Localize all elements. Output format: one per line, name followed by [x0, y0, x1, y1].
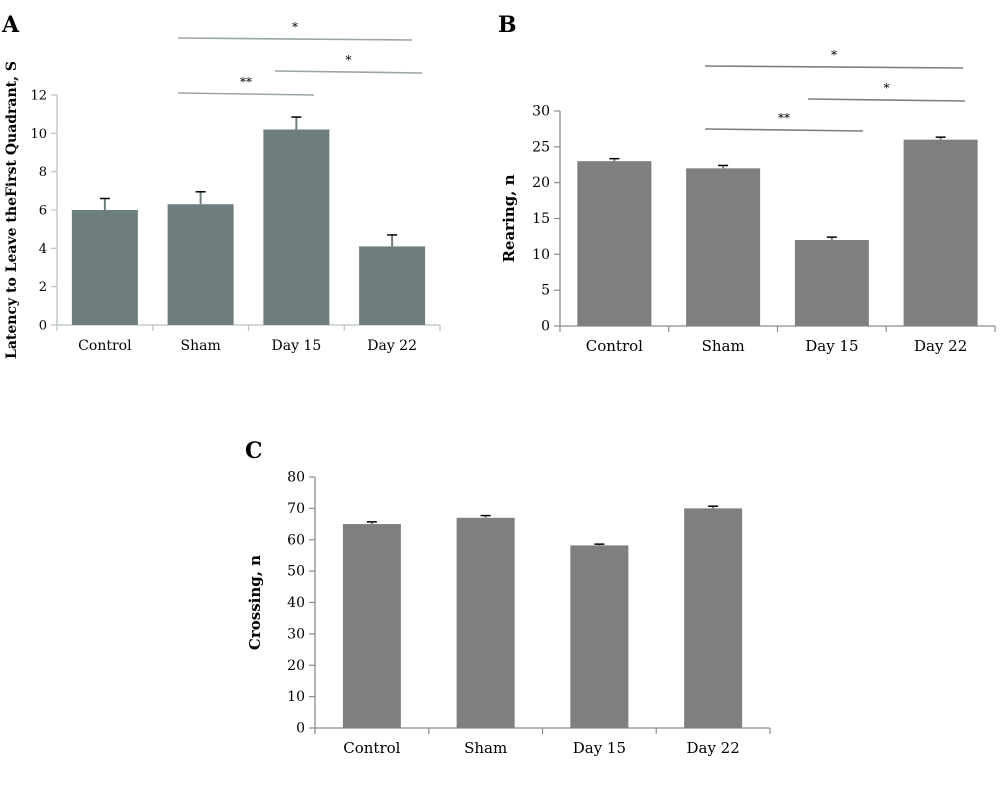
x-tick-label: Day 22	[686, 739, 739, 757]
significance-line	[274, 70, 423, 74]
y-tick-label: 20	[287, 658, 305, 674]
bar-day-15	[263, 129, 330, 325]
y-tick-label: 60	[287, 532, 305, 548]
panel-label: B	[498, 12, 517, 38]
bar-day-22	[903, 139, 978, 326]
bar-control	[577, 161, 652, 326]
bar-control	[71, 210, 138, 325]
panel-label: A	[1, 12, 20, 38]
x-tick-label: Sham	[464, 739, 507, 757]
y-tick-label: 25	[532, 139, 550, 155]
x-tick-label: Day 15	[272, 338, 322, 354]
y-tick-label: 4	[39, 242, 47, 257]
bar-control	[342, 524, 401, 728]
x-tick-label: Control	[343, 739, 400, 757]
x-tick-label: Control	[78, 338, 132, 354]
bar-sham	[167, 204, 234, 325]
y-tick-label: 30	[532, 104, 550, 120]
chart-panel-c: C 0 10 20 30 40 50 60 70 80 Crossing, n Control Sham…	[245, 438, 771, 757]
bar-sham	[456, 517, 515, 728]
significance-marker: **	[778, 111, 790, 125]
y-axis-title: Latency to Leave theFirst Quadrant, S	[4, 61, 20, 359]
y-tick-label: 5	[541, 283, 550, 299]
significance-marker: *	[346, 53, 352, 67]
significance-marker: **	[240, 75, 252, 89]
x-tick-label: Sham	[181, 338, 221, 354]
y-tick-label: 70	[287, 501, 305, 517]
y-tick-label: 6	[39, 204, 47, 219]
y-tick-label: 2	[39, 280, 47, 295]
significance-marker: *	[831, 48, 837, 62]
y-tick-label: 8	[39, 165, 47, 180]
significance-line	[704, 65, 964, 69]
bar-day-15	[570, 545, 629, 728]
y-tick-label: 10	[287, 689, 305, 705]
bar-sham	[686, 168, 761, 326]
y-tick-label: 12	[30, 89, 47, 104]
significance-marker: *	[884, 81, 890, 95]
x-tick-label: Day 15	[573, 739, 626, 757]
x-tick-label: Day 22	[367, 338, 417, 354]
bar-day-22	[684, 508, 743, 728]
y-axis-title: Rearing, n	[500, 174, 518, 262]
y-tick-label: 20	[532, 175, 550, 191]
significance-line	[177, 92, 315, 96]
panel-label: C	[245, 438, 263, 464]
x-tick-label: Control	[586, 337, 643, 355]
y-tick-label: 10	[30, 127, 47, 142]
significance-line	[177, 37, 413, 41]
y-tick-label: 10	[532, 247, 550, 263]
x-tick-label: Day 15	[805, 337, 858, 355]
y-tick-label: 50	[287, 564, 305, 580]
y-tick-label: 0	[39, 319, 47, 334]
significance-line	[807, 98, 966, 102]
x-tick-label: Sham	[702, 337, 745, 355]
x-tick-label: Day 22	[914, 337, 967, 355]
y-tick-label: 15	[532, 211, 550, 227]
y-tick-label: 80	[287, 470, 305, 486]
y-axis-title: Crossing, n	[246, 555, 264, 650]
significance-marker: *	[292, 20, 298, 34]
y-tick-label: 0	[541, 319, 550, 335]
chart-panel-a: A 0 2 4 6 8 10 12 Latency to Leave theFirst Quad…	[1, 12, 441, 359]
y-tick-label: 30	[287, 626, 305, 642]
bar-day-15	[794, 240, 869, 326]
chart-panel-b: B 0 5 10 15 20 25 30 Rearing, n Control Sham Day 15…	[498, 12, 996, 355]
bar-day-22	[359, 246, 426, 325]
y-tick-label: 0	[296, 721, 305, 737]
y-tick-label: 40	[287, 595, 305, 611]
significance-line	[704, 128, 864, 132]
